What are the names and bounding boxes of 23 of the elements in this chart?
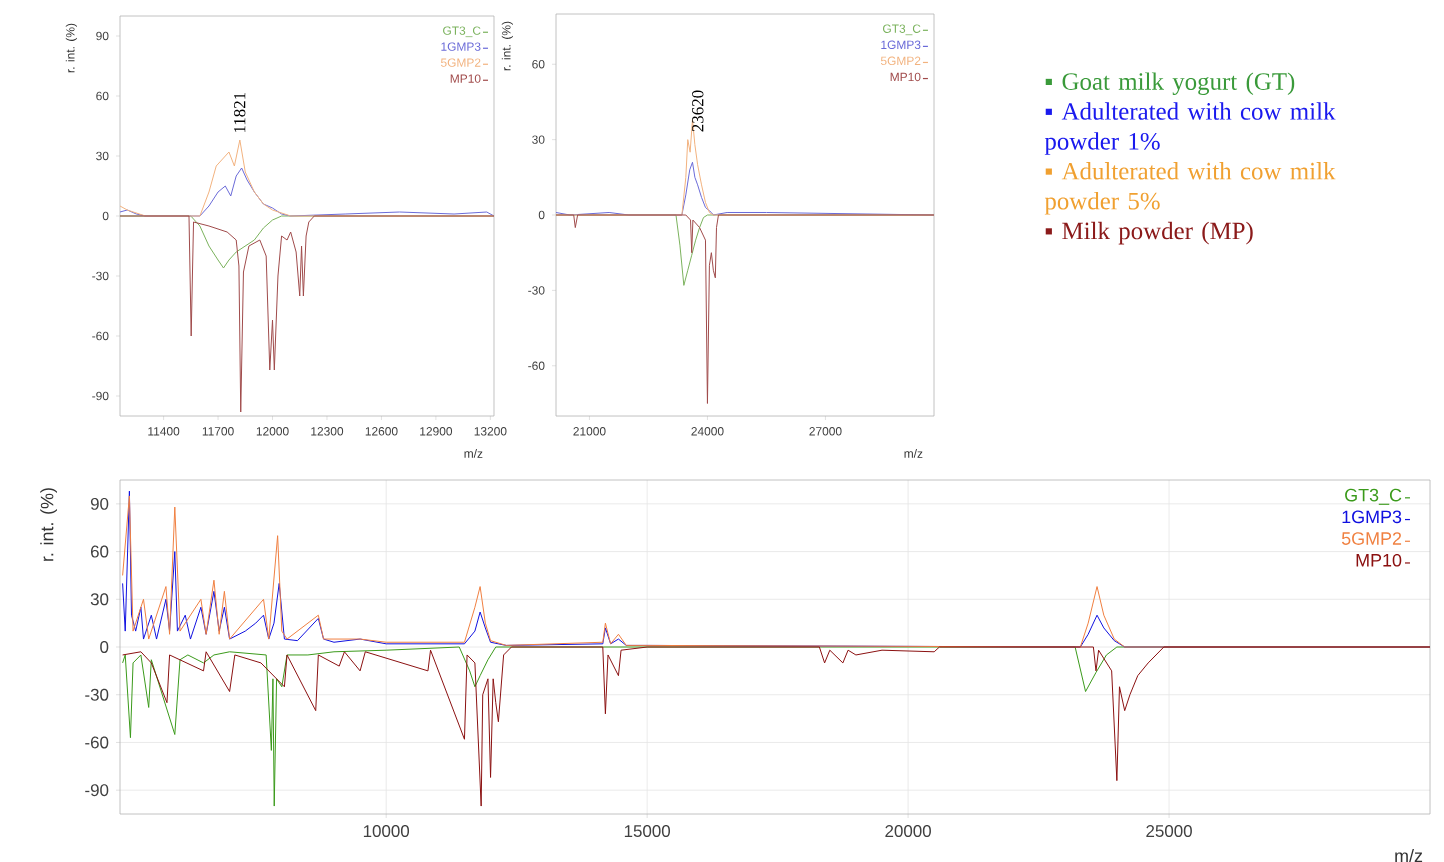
text: ▪ Milk powder (MP) (1045, 221, 1253, 245)
annotation: 23620 (692, 90, 704, 132)
y-tick-label: -90 (85, 784, 109, 797)
y-tick-label: 0 (100, 641, 109, 653)
x-tick-label: 25000 (1146, 825, 1192, 838)
annotation: 11821 (233, 92, 246, 133)
x-tick-label: 10000 (363, 825, 410, 838)
y-tick-label: 60 (91, 545, 109, 558)
x-axis-title: m/z (1395, 849, 1423, 862)
y-tick-label: 30 (90, 593, 109, 606)
legend-label: 1GMP3 (1342, 510, 1402, 524)
legend-label: MP10 (1356, 553, 1402, 567)
legend-label: GT3_C (1345, 488, 1402, 505)
text: ▪ Adulterated with cow milk powder 1% (1044, 102, 1336, 155)
x-tick-label: 15000 (624, 825, 671, 838)
y-tick-label: 90 (90, 497, 109, 510)
x-tick-label: 20000 (885, 825, 931, 838)
y-axis-title: r. int. (%) (40, 488, 57, 561)
y-tick-label: -60 (85, 736, 109, 749)
text: ▪ Goat milk yogurt (GT) (1045, 72, 1295, 96)
text: ▪ Adulterated with cow milk powder 5% (1044, 162, 1336, 215)
legend-label: 5GMP2 (1341, 532, 1402, 545)
y-tick-label: -30 (85, 688, 109, 701)
